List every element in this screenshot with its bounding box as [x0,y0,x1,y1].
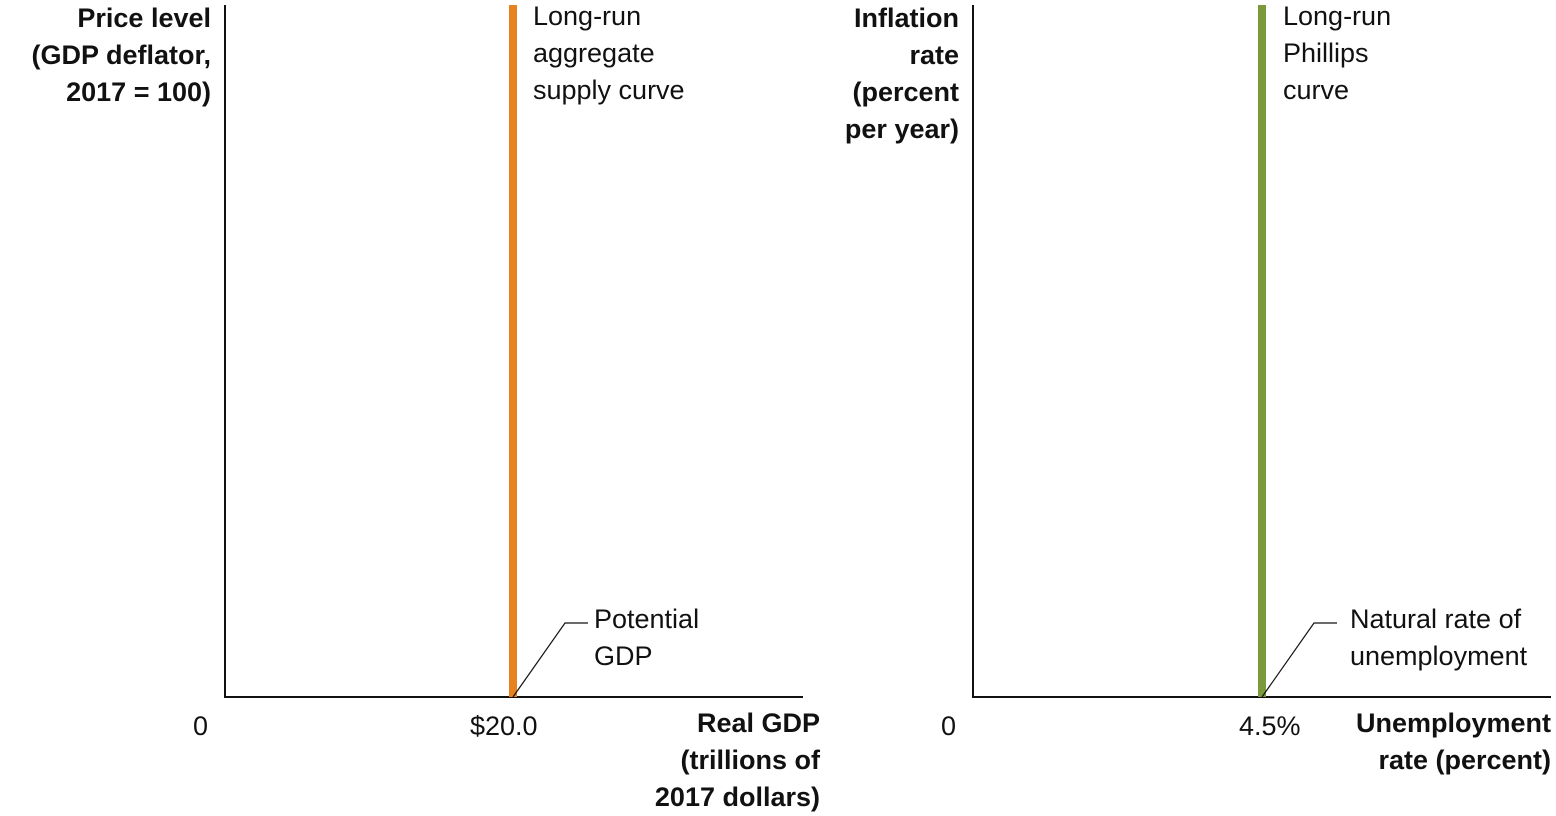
natural-rate-leader-line [1261,622,1337,698]
left-x-axis-label: Real GDP (trillions of 2017 dollars) [654,708,820,812]
right-origin-label: 0 [941,711,957,741]
long-run-phillips-label: Long-run Phillips curve [1283,1,1392,105]
left-x-tick-label: $20.0 [470,711,538,741]
natural-rate-label: Natural rate of unemployment [1350,604,1528,671]
right-x-tick-label: 4.5% [1239,711,1301,741]
right-y-axis-label: Inflation rate (percent per year) [844,3,959,144]
potential-gdp-leader-line [512,622,588,698]
potential-gdp-label: Potential GDP [594,604,700,671]
right-x-axis-label: Unemployment rate (percent) [1355,708,1551,775]
long-run-aggregate-supply-label: Long-run aggregate supply curve [533,1,685,105]
left-origin-label: 0 [193,711,209,741]
left-y-axis-label: Price level (GDP deflator, 2017 = 100) [31,3,211,107]
